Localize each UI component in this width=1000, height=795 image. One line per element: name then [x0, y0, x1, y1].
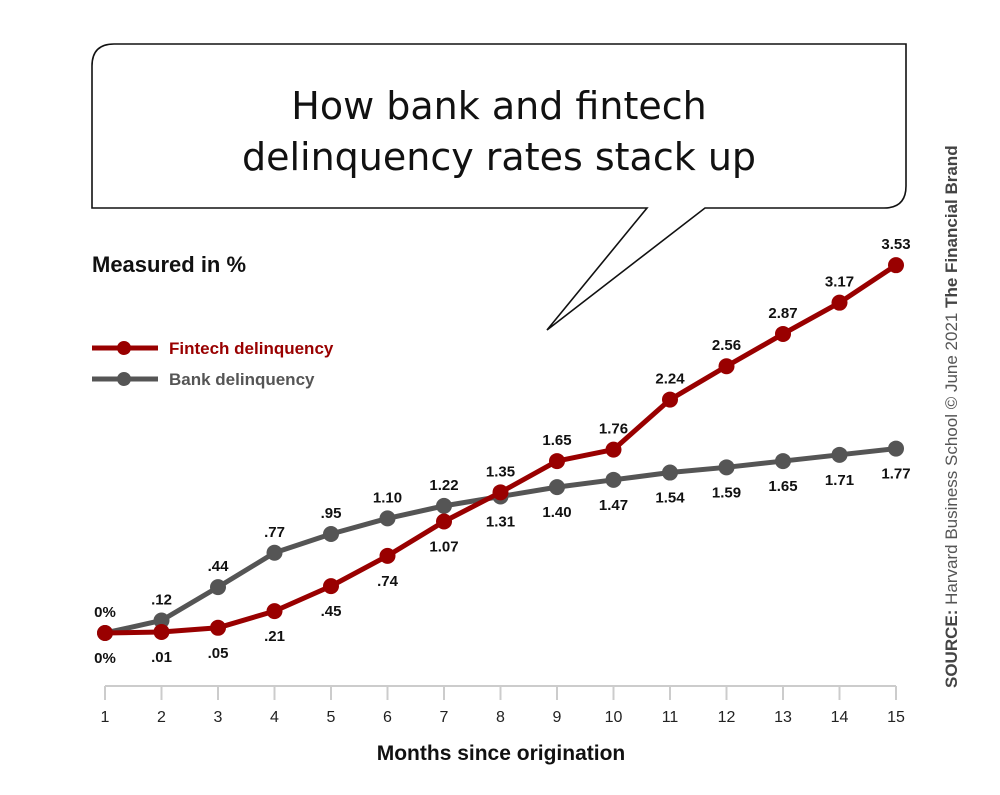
x-tick-label: 4 — [270, 709, 279, 726]
data-label-fintech: 2.24 — [655, 371, 685, 388]
legend-marker-fintech-icon — [117, 341, 131, 355]
x-tick-label: 2 — [157, 709, 166, 726]
data-label-bank: 1.59 — [712, 484, 741, 501]
legend-item-fintech[interactable]: Fintech delinquency — [92, 339, 334, 358]
data-point-bank[interactable] — [210, 579, 226, 596]
data-point-fintech[interactable] — [549, 453, 565, 470]
legend: Fintech delinquency Bank delinquency — [92, 339, 334, 389]
data-point-bank[interactable] — [379, 510, 396, 527]
data-label-bank: 1.22 — [429, 477, 458, 494]
legend-marker-bank-icon — [117, 372, 131, 386]
x-tick-label: 5 — [327, 709, 336, 726]
data-label-bank: .77 — [264, 524, 285, 541]
data-label-bank: 1.54 — [655, 490, 685, 507]
data-label-bank: 1.40 — [542, 504, 571, 521]
data-point-bank[interactable] — [831, 446, 848, 463]
data-point-fintech[interactable] — [831, 294, 848, 311]
source-brand: The Financial Brand — [942, 145, 961, 307]
data-point-bank[interactable] — [323, 526, 339, 543]
data-point-fintech[interactable] — [210, 619, 226, 636]
data-label-fintech: 1.35 — [486, 463, 515, 480]
x-tick-label: 9 — [553, 709, 562, 726]
source-text: Harvard Business School © June 2021 — [942, 308, 961, 610]
x-tick-label: 13 — [774, 709, 792, 726]
data-point-bank[interactable] — [153, 612, 170, 629]
data-point-bank[interactable] — [718, 459, 735, 476]
data-label-bank: 0% — [94, 604, 116, 621]
data-point-fintech[interactable] — [379, 547, 396, 564]
data-point-bank[interactable] — [266, 544, 283, 561]
x-tick-label: 7 — [440, 709, 449, 726]
data-label-bank: 1.77 — [881, 466, 910, 483]
x-tick-label: 15 — [887, 709, 905, 726]
chart-title-line1: How bank and fintech — [291, 84, 706, 128]
data-point-fintech[interactable] — [662, 391, 678, 408]
data-label-fintech: .45 — [321, 603, 342, 620]
data-label-fintech: .21 — [264, 628, 285, 645]
data-label-bank: 1.31 — [486, 513, 515, 530]
data-label-fintech: 1.07 — [429, 539, 458, 556]
data-point-bank[interactable] — [436, 497, 452, 514]
data-label-fintech: 3.17 — [825, 274, 854, 291]
data-label-fintech: .05 — [208, 645, 229, 662]
data-label-fintech: 1.76 — [599, 421, 628, 438]
data-point-bank[interactable] — [662, 464, 678, 481]
data-label-fintech: .74 — [377, 573, 399, 590]
source-credit: SOURCE: Harvard Business School © June 2… — [942, 145, 961, 688]
data-point-fintech[interactable] — [888, 257, 904, 274]
data-label-fintech: .01 — [151, 649, 172, 666]
data-labels-layer: 0% .01 .05 .21 .45 .74 1.07 1.35 1.65 1.76 2.24 2.5… — [94, 236, 910, 667]
x-axis: 1 2 3 4 5 6 7 8 9 10 11 12 13 14 15 — [101, 685, 905, 726]
x-tick-label: 8 — [496, 709, 505, 726]
data-label-fintech: 2.87 — [768, 305, 797, 322]
series-layer — [97, 257, 904, 641]
data-point-bank[interactable] — [888, 440, 904, 457]
data-point-fintech[interactable] — [718, 358, 735, 375]
data-point-fintech[interactable] — [436, 513, 452, 530]
data-label-bank: 1.47 — [599, 497, 628, 514]
data-point-fintech[interactable] — [605, 441, 622, 458]
x-tick-label: 12 — [718, 709, 736, 726]
x-tick-label: 11 — [662, 709, 679, 726]
legend-label-bank: Bank delinquency — [169, 370, 315, 389]
data-point-bank[interactable] — [605, 471, 622, 488]
legend-label-fintech: Fintech delinquency — [169, 339, 334, 358]
data-label-fintech: 1.65 — [542, 432, 571, 449]
series-fintech — [97, 257, 904, 641]
data-label-bank: .95 — [321, 505, 342, 522]
data-label-bank: 1.71 — [825, 472, 854, 489]
chart-title-line2: delinquency rates stack up — [242, 135, 756, 179]
chart-subtitle: Measured in % — [92, 252, 246, 277]
data-label-bank: 1.10 — [373, 489, 402, 506]
data-label-bank: .44 — [208, 558, 230, 575]
data-label-bank: .12 — [151, 591, 172, 608]
data-point-fintech[interactable] — [323, 578, 339, 595]
x-tick-label: 10 — [605, 709, 623, 726]
data-point-bank[interactable] — [549, 479, 565, 496]
data-label-fintech: 3.53 — [881, 236, 910, 253]
title-speech-bubble — [91, 43, 907, 331]
data-label-fintech: 2.56 — [712, 337, 741, 354]
data-point-fintech[interactable] — [266, 603, 283, 620]
data-label-bank: 1.65 — [768, 478, 797, 495]
data-point-fintech[interactable] — [153, 623, 170, 640]
x-tick-label: 3 — [214, 709, 223, 726]
data-label-fintech: 0% — [94, 650, 116, 667]
x-axis-title: Months since origination — [377, 742, 626, 765]
data-point-fintech[interactable] — [775, 325, 791, 342]
data-point-fintech[interactable] — [492, 484, 509, 501]
data-point-bank[interactable] — [775, 453, 791, 470]
x-tick-label: 6 — [383, 709, 392, 726]
x-tick-label: 14 — [831, 709, 849, 726]
legend-item-bank[interactable]: Bank delinquency — [92, 370, 315, 389]
source-prefix: SOURCE: — [942, 610, 961, 688]
x-tick-label: 1 — [101, 709, 110, 726]
data-point-fintech[interactable] — [97, 625, 113, 641]
